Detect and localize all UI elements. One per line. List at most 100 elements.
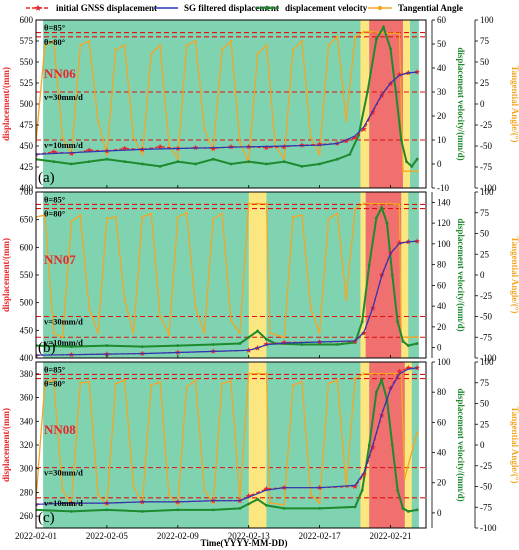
tangential-angle-point — [176, 503, 179, 506]
raw-displacement-point — [414, 364, 420, 371]
tangential-angle-point — [401, 170, 405, 173]
velocity-point — [238, 342, 242, 345]
velocity-point — [380, 378, 384, 382]
velocity-point — [390, 443, 394, 447]
legend-item: initial GNSS displacement — [26, 3, 157, 13]
angle-axis-label: Tangential Angle/(°) — [510, 236, 519, 313]
angle-tick-label: 25 — [480, 78, 490, 88]
tangential-angle-point — [247, 202, 250, 205]
tangential-angle-point — [150, 212, 153, 215]
tangential-angle-point — [43, 44, 46, 47]
y-tick-label: 380 — [20, 369, 34, 379]
y-tick-label: 500 — [20, 298, 34, 308]
velocity-point — [247, 160, 251, 164]
velocity-point — [265, 337, 268, 341]
velocity-point — [390, 273, 394, 277]
tangential-angle-point — [52, 379, 55, 382]
velocity-point — [318, 162, 322, 166]
raw-displacement-point — [157, 143, 163, 150]
angle-tick-label: 75 — [480, 378, 490, 388]
tangential-angle-point — [70, 219, 73, 223]
tangential-angle-point — [362, 30, 366, 33]
angle-tick-label: 25 — [480, 419, 490, 429]
tangential-angle-point — [96, 332, 100, 335]
y-tick-label: 525 — [20, 78, 34, 88]
velocity-point — [335, 343, 339, 346]
tangential-angle-point — [336, 212, 339, 215]
tangential-angle-point — [345, 298, 348, 301]
velocity-point — [300, 165, 304, 168]
velocity-tick-label: 40 — [437, 63, 447, 73]
tangential-angle-point — [194, 39, 197, 43]
plot-area — [36, 20, 426, 188]
y-tick-label: 550 — [20, 270, 34, 280]
tangential-angle-point — [105, 217, 109, 220]
y-tick-label: 550 — [20, 57, 34, 67]
chart-panel-nn06: θ=85°θ=80°v=30mm/dv=10mm/dNN06(a)4004254… — [1, 15, 519, 193]
velocity-tick-label: 120 — [437, 218, 451, 228]
velocity-point — [123, 160, 127, 164]
tangential-angle-point — [398, 203, 401, 206]
angle-axis-label: Tangential Angle/(°) — [510, 406, 519, 483]
velocity-point — [401, 506, 405, 510]
sg-filtered-line — [36, 240, 418, 356]
tangential-angle-point — [345, 119, 348, 122]
warning-zone — [360, 362, 370, 528]
tangential-angle-point — [327, 382, 330, 385]
tangential-angle-point — [96, 493, 100, 496]
plot-area — [36, 192, 426, 358]
velocity-point — [140, 345, 144, 348]
tangential-angle-point — [96, 119, 100, 122]
tangential-angle-point — [416, 170, 419, 173]
x-tick-label: 2022-02-05 — [86, 531, 128, 541]
angle-tick-label: -50 — [480, 312, 492, 322]
raw-displacement-point — [316, 141, 323, 147]
angle-tick-label: -25 — [480, 461, 492, 471]
tangential-angle-point — [43, 381, 46, 384]
angle-tick-label: 100 — [480, 15, 494, 25]
velocity-point — [389, 47, 392, 51]
threshold-label: v=10mm/d — [44, 498, 83, 508]
velocity-point — [229, 162, 233, 166]
raw-displacement-point — [263, 341, 270, 347]
velocity-point — [247, 502, 251, 506]
velocity-tick-label: 60 — [437, 15, 447, 25]
velocity-point — [385, 221, 389, 225]
station-label: NN07 — [44, 252, 76, 267]
tangential-angle-point — [185, 211, 188, 214]
velocity-point — [360, 320, 364, 324]
tangential-angle-point — [88, 39, 91, 43]
raw-displacement-point — [121, 145, 128, 151]
tangential-angle-point — [283, 336, 286, 339]
angle-tick-label: 75 — [480, 208, 490, 218]
raw-displacement-point — [192, 144, 199, 151]
raw-displacement-point — [396, 71, 403, 77]
threshold-label: θ=80° — [44, 379, 65, 389]
y-tick-label: 450 — [20, 141, 34, 151]
tangential-angle-point — [150, 384, 153, 387]
tangential-angle-point — [79, 381, 82, 384]
tangential-angle-point — [389, 372, 392, 375]
legend-label: initial GNSS displacement — [56, 3, 157, 13]
tangential-angle-point — [123, 379, 126, 382]
tangential-angle-point — [300, 39, 304, 43]
tangential-angle-point — [88, 380, 91, 384]
threshold-label: θ=85° — [44, 23, 65, 33]
tangential-angle-point — [362, 202, 366, 205]
tangential-angle-point — [238, 140, 241, 143]
y-tick-label: 280 — [20, 487, 34, 497]
sg-filtered-line — [36, 71, 418, 155]
tangential-angle-point — [88, 307, 91, 310]
angle-tick-label: -50 — [480, 141, 492, 151]
velocity-tick-label: 20 — [437, 478, 447, 488]
y-tick-label: 425 — [20, 162, 34, 172]
velocity-point — [238, 506, 242, 510]
tangential-angle-point — [221, 48, 224, 51]
threshold-label: θ=80° — [44, 37, 65, 47]
tangential-angle-point — [158, 380, 162, 384]
raw-displacement-point — [387, 385, 394, 391]
y-tick-label: 300 — [20, 464, 34, 474]
velocity-point — [406, 344, 410, 347]
angle-tick-label: -25 — [480, 120, 492, 130]
velocity-tick-label: 100 — [437, 239, 451, 249]
